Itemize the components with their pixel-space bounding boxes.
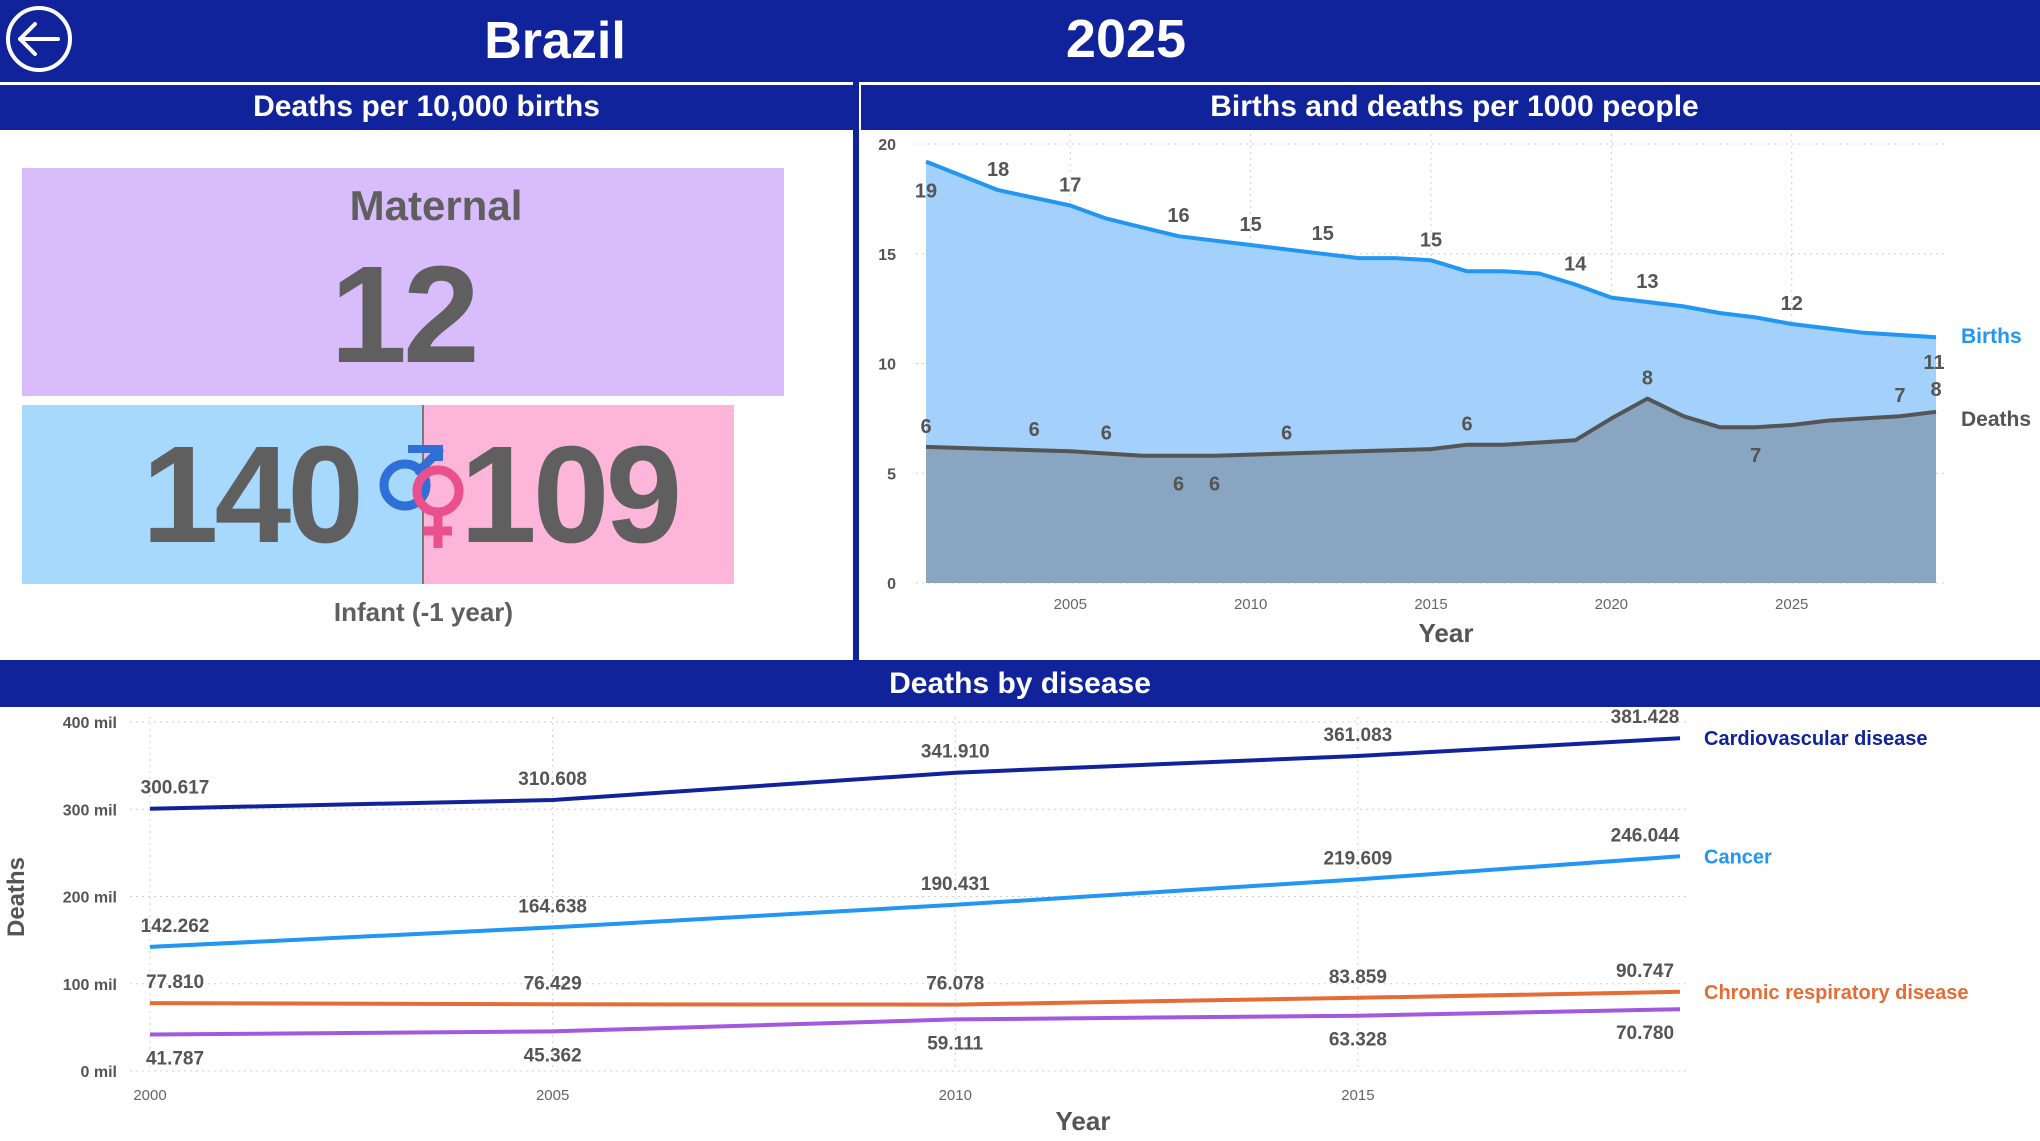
- maternal-label: Maternal: [349, 182, 523, 229]
- y-axis-title: Deaths: [3, 857, 30, 937]
- deaths-data-label: 6: [920, 416, 931, 438]
- cardiovascular-disease-data-label: 361.083: [1324, 725, 1393, 746]
- mortality-panel-title: Deaths per 10,000 births: [253, 90, 600, 123]
- y-tick-label: 10: [878, 357, 896, 374]
- cancer-data-label: 219.609: [1324, 848, 1393, 869]
- deaths-data-label: 6: [1101, 422, 1112, 444]
- deaths-data-label: 8: [1642, 368, 1653, 390]
- births-data-label: 15: [1420, 229, 1442, 251]
- chronic-respiratory-disease-legend-label: Chronic respiratory disease: [1704, 982, 1969, 1004]
- cardiovascular-disease-data-label: 300.617: [141, 778, 210, 799]
- deaths-data-label: 6: [1173, 474, 1184, 496]
- births-legend-label: Births: [1961, 325, 2022, 348]
- deaths-area: [926, 398, 1936, 583]
- infant-female-value: 109: [460, 418, 682, 572]
- y-tick-label: 100 mil: [63, 977, 117, 994]
- x-tick-label: 2015: [1414, 596, 1447, 613]
- births-data-label: 11: [1923, 352, 1944, 374]
- deaths-data-label: 6: [1209, 474, 1220, 496]
- country-title: Brazil: [484, 12, 626, 70]
- deaths-data-label: 7: [1894, 385, 1905, 407]
- births-data-label: 15: [1312, 223, 1334, 245]
- births-data-label: 18: [987, 159, 1009, 181]
- series-4-line: [149, 1007, 1681, 1037]
- x-tick-label: 2010: [1234, 596, 1267, 613]
- cancer-line: [149, 854, 1681, 949]
- infant-female-card: [423, 405, 734, 584]
- series-4-data-label: 41.787: [146, 1049, 204, 1070]
- births-line: [925, 159, 1937, 340]
- cancer-data-label: 246.044: [1611, 825, 1680, 846]
- x-tick-label: 2015: [1341, 1087, 1374, 1104]
- top-header-bar: [0, 0, 2040, 82]
- disease-chart: 0 mil 100 mil 200 mil 300 mil 400 mil 2000 200…: [3, 707, 1969, 1136]
- panel-separator: [853, 82, 859, 660]
- y-tick-label: 200 mil: [63, 890, 117, 907]
- x-axis-title: Year: [1056, 1106, 1111, 1136]
- y-tick-label: 15: [878, 247, 896, 264]
- births-data-label: 17: [1059, 174, 1081, 196]
- x-tick-label: 2010: [939, 1087, 972, 1104]
- chronic-respiratory-disease-data-label: 83.859: [1329, 967, 1387, 988]
- births-data-label: 16: [1167, 205, 1189, 227]
- y-tick-label: 0: [887, 576, 896, 593]
- x-axis-title: Year: [1419, 618, 1474, 648]
- y-tick-label: 5: [887, 466, 896, 483]
- deaths-data-label: 6: [1281, 422, 1292, 444]
- chronic-respiratory-disease-data-label: 77.810: [146, 972, 204, 993]
- chronic-respiratory-disease-data-label: 76.078: [926, 974, 984, 995]
- deaths-data-label: 6: [1462, 414, 1473, 436]
- deaths-legend-label: Deaths: [1961, 408, 2031, 431]
- x-tick-label: 2025: [1775, 596, 1808, 613]
- cancer-data-label: 190.431: [921, 874, 990, 895]
- chronic-respiratory-disease-line: [149, 989, 1681, 1007]
- back-arrow-icon: [6, 6, 72, 72]
- cancer-data-label: 142.262: [141, 916, 210, 937]
- x-tick-label: 2005: [1054, 596, 1087, 613]
- births-data-label: 13: [1636, 271, 1658, 293]
- cardiovascular-disease-line: [149, 736, 1681, 811]
- x-tick-label: 2000: [133, 1087, 166, 1104]
- births-deaths-panel-header: [861, 85, 2040, 130]
- maternal-value: 12: [330, 238, 480, 392]
- cardiovascular-disease-data-label: 381.428: [1611, 707, 1680, 728]
- births-data-label: 14: [1564, 253, 1587, 275]
- chronic-respiratory-disease-data-label: 76.429: [524, 973, 582, 994]
- series-4-data-label: 70.780: [1616, 1023, 1674, 1044]
- cancer-legend-label: Cancer: [1704, 846, 1772, 868]
- births-data-label: 19: [915, 181, 937, 203]
- y-tick-label: 300 mil: [63, 802, 117, 819]
- cardiovascular-disease-data-label: 341.910: [921, 742, 990, 763]
- births-deaths-chart: 0 5 10 15 20 2005 2010 2015 2020 2025 Births Deaths…: [878, 134, 2031, 648]
- infant-label: Infant (-1 year): [333, 597, 514, 627]
- series-4-data-label: 45.362: [524, 1045, 582, 1066]
- cancer-data-label: 164.638: [518, 896, 587, 917]
- deaths-data-label: 8: [1930, 379, 1941, 401]
- mortality-panel-header: [0, 85, 853, 130]
- births-deaths-panel-title: Births and deaths per 1000 people: [1210, 90, 1699, 123]
- series-4-data-label: 63.328: [1329, 1030, 1387, 1051]
- infant-male-card: [22, 405, 422, 584]
- deaths-data-label: 7: [1750, 445, 1761, 467]
- y-tick-label: 400 mil: [63, 715, 117, 732]
- births-data-label: 15: [1240, 214, 1262, 236]
- series-4-data-label: 59.111: [927, 1033, 983, 1054]
- deaths-data-label: 6: [1029, 419, 1040, 441]
- x-tick-label: 2020: [1595, 596, 1628, 613]
- cardiovascular-disease-data-label: 310.608: [518, 769, 587, 790]
- maternal-card: [22, 168, 784, 396]
- deaths-line: [925, 396, 1937, 458]
- births-data-label: 12: [1781, 293, 1803, 315]
- male-female-symbols-icon: [379, 445, 464, 548]
- back-button[interactable]: [4, 4, 74, 74]
- cardiovascular-disease-legend-label: Cardiovascular disease: [1704, 728, 1927, 750]
- y-tick-label: 0 mil: [81, 1064, 117, 1081]
- year-title: 2025: [1065, 9, 1187, 69]
- disease-panel-header: [0, 660, 2040, 707]
- x-tick-label: 2005: [536, 1087, 569, 1104]
- chronic-respiratory-disease-data-label: 90.747: [1616, 961, 1674, 982]
- y-tick-label: 20: [878, 137, 896, 154]
- infant-male-value: 140: [141, 418, 364, 572]
- disease-panel-title: Deaths by disease: [889, 667, 1151, 700]
